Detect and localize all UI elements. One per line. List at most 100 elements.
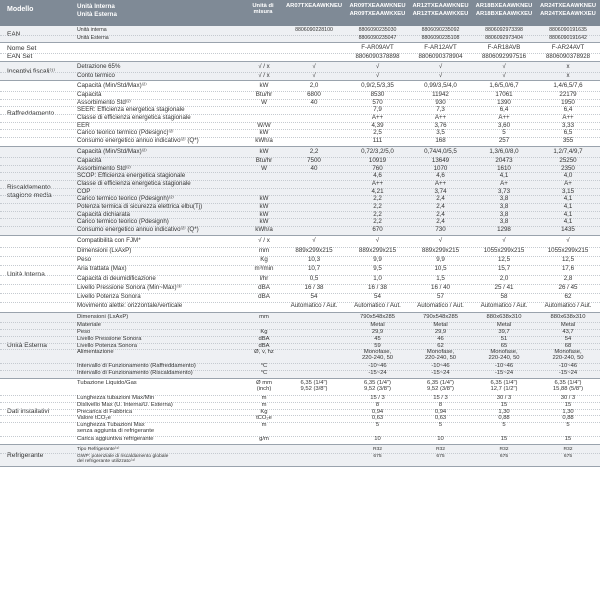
section-3: Raffreddamento Capacità (Min/Std/Max)⁽²⁾ k… <box>0 81 600 147</box>
row-value-4: Monofase, 220-240, 50 <box>552 349 584 362</box>
row-value-2: 10 <box>437 435 444 442</box>
row-unit: dBA <box>258 283 270 291</box>
row-value-3: 30 / 3 <box>496 395 512 401</box>
row-value-4: 0,88 <box>562 415 574 422</box>
row-value-4: 4,0 <box>563 172 573 180</box>
row-value-1: 54 <box>374 292 381 300</box>
row-value-2: 675 <box>436 454 445 460</box>
row-value-3: 2,0 <box>499 274 509 282</box>
row-label: Alimentazione <box>77 349 114 356</box>
row-label: Valore tCO₂e <box>77 415 111 422</box>
row-unit: dBA <box>258 335 270 342</box>
row-value-1: 2,2 <box>373 210 382 218</box>
row-value-4: 2350 <box>561 164 575 172</box>
row-value-3: 1298 <box>497 225 511 233</box>
row-value-3: 15 <box>500 401 508 408</box>
section-title: Refrigerante <box>7 452 44 460</box>
row-value-0: 8806090228100 <box>295 27 333 34</box>
row-value-4: 68 <box>564 342 572 349</box>
row-value-2: 6,35 (1/4") 9,52 (3/8") <box>426 380 454 393</box>
table-row: Carico teorico termico (Pdesignc)⁽²⁾ kW 2,… <box>0 129 600 137</box>
table-row: GWP: potenziale di riscaldamento globale… <box>0 453 600 464</box>
row-value-4: 3,33 <box>561 121 575 129</box>
row-unit: Kg <box>260 408 268 415</box>
row-value-4: 6,5 <box>563 129 573 137</box>
row-value-1: 675 <box>373 454 382 460</box>
table-row: Detrazione 65% √ / x √ √ √ √ x <box>0 64 600 71</box>
row-unit: g/m <box>259 435 269 442</box>
row-value-2: Monofase, 220-240, 50 <box>424 349 457 362</box>
row-label: Materiale <box>77 322 101 329</box>
row-value-2: 57 <box>437 292 444 300</box>
row-value-4: √ <box>566 237 570 245</box>
row-value-2: √ <box>438 237 443 245</box>
row-value-4: x <box>566 71 570 79</box>
row-value-4: R32 <box>563 447 573 453</box>
row-value-1: -10~46 <box>368 363 387 369</box>
row-value-2: A++ <box>434 180 447 188</box>
row-unit: kW <box>259 129 269 137</box>
row-value-1: 111 <box>372 136 383 144</box>
table-row: Assorbimento Std⁽²⁾ W 40 760 1070 1610 2350 <box>0 164 600 173</box>
row-value-2: 11942 <box>432 91 449 99</box>
row-value-3: 1,30 <box>498 408 510 415</box>
row-unit: kW <box>259 148 269 156</box>
row-value-2: 3,74 <box>434 187 447 195</box>
row-value-1: 0,63 <box>371 415 384 422</box>
row-label: Consumo energetico annuo indicativo⁽²⁾ (… <box>77 136 199 144</box>
row-label: Assorbimento Std⁽²⁾ <box>77 98 131 106</box>
row-value-1: A++ <box>371 180 384 188</box>
row-value-1: A++ <box>371 114 384 121</box>
row-value-3: 20473 <box>495 157 513 165</box>
table-row: SEER: Efficienza energetica stagionale 7,… <box>0 106 600 114</box>
row-label: Carica aggiuntiva refrigerante <box>77 435 154 442</box>
row-value-1: 8 <box>375 401 380 408</box>
row-value-3: 5 <box>502 129 506 137</box>
row-label: Tubazione Liquido/Gas <box>77 380 137 387</box>
row-value-3: -15~24 <box>494 369 514 376</box>
row-value-3: 15 <box>500 435 508 442</box>
row-value-0: 7500 <box>307 157 321 165</box>
row-value-4: 2,8 <box>563 274 573 282</box>
row-value-2: 0,74/4,0/5,5 <box>424 148 457 156</box>
row-unit: Ø, v, hz <box>254 349 274 356</box>
row-value-2: 8806090235108 <box>421 34 460 41</box>
row-value-1: 760 <box>372 164 383 172</box>
row-label: Livello Potenza Sonora <box>77 292 141 300</box>
row-value-2: 10,5 <box>434 265 447 273</box>
row-value-2: 9,9 <box>436 256 445 264</box>
row-value-2: F-AR12AVT <box>424 44 457 52</box>
row-value-1: 889x299x215 <box>358 247 397 255</box>
row-label: Detrazione 65% <box>77 63 121 71</box>
row-unit: Kg <box>260 256 268 264</box>
row-value-2: 8 <box>438 401 443 408</box>
table-row: Capacità di deumidificazione l/hr 0,5 1,0 1,… <box>0 274 600 284</box>
table-row: Consumo energetico annuo indicativo⁽²⁾ (… <box>0 136 600 145</box>
row-value-3: 1610 <box>497 164 511 172</box>
row-label: COP <box>77 187 91 195</box>
row-value-0: √ <box>312 71 316 79</box>
row-value-1: 15 / 3 <box>370 395 385 401</box>
row-value-2: 4,6 <box>436 172 445 180</box>
section-8: Refrigerante Tipo Refrigerante⁽⁴⁾ R32 R32 R3… <box>0 445 600 467</box>
row-value-2: 790x548x285 <box>422 314 458 321</box>
row-label: SEER: Efficienza energetica stagionale <box>77 106 185 114</box>
row-value-4: 8806090191642 <box>549 34 587 41</box>
units-label-interna: Unità Interna <box>77 3 115 10</box>
table-row: Compatibilità con FJM* √ / x √ √ √ √ √ <box>0 238 600 247</box>
row-value-2: 168 <box>435 136 446 144</box>
row-value-1: 7,9 <box>373 106 382 114</box>
row-value-4: 8806090378928 <box>545 52 591 60</box>
row-value-2: 15 / 3 <box>433 395 448 401</box>
row-value-3: 58 <box>500 292 508 300</box>
row-value-3: -10~46 <box>494 363 514 369</box>
row-value-2: 2,4 <box>436 218 445 226</box>
row-value-1: 2,2 <box>373 195 382 203</box>
row-label: Conto termico <box>77 71 115 79</box>
row-label: Lunghezza Tubazioni Max senza aggiunta d… <box>77 422 155 435</box>
row-value-3: 1,6/5,0/6,7 <box>489 82 519 90</box>
row-value-4: 355 <box>562 136 574 144</box>
row-value-3: 880x638x310 <box>486 314 522 321</box>
section-6: Unità Esterna Dimensioni (LxAxP) mm 790x548… <box>0 313 600 379</box>
row-value-2: 2,4 <box>436 202 445 210</box>
